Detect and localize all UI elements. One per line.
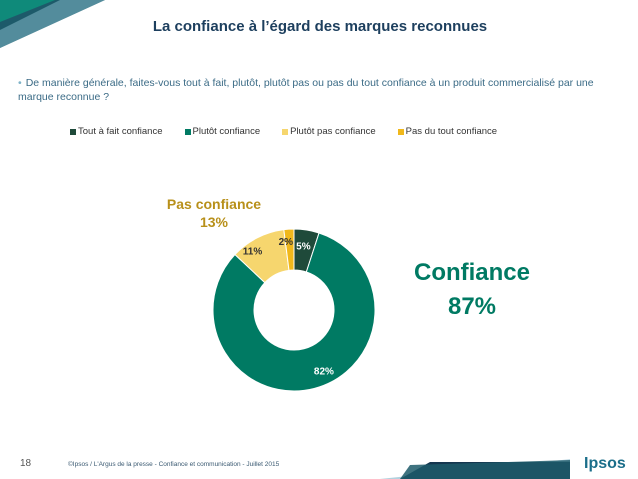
bullet-icon: • xyxy=(18,77,22,89)
confiance-title: Confiance xyxy=(413,259,530,286)
legend-item-pas-du-tout: Pas du tout confiance xyxy=(397,126,498,137)
legend-item-plutot-pas: Plutôt pas confiance xyxy=(282,126,376,137)
legend-item-tout-a-fait: Tout à fait confiance xyxy=(70,126,163,137)
legend-swatch xyxy=(70,128,76,135)
confiance-value: 87% xyxy=(447,293,497,320)
donut-value-label-2: 11% xyxy=(243,247,263,258)
confiance-group-label: Confiance 87% xyxy=(392,256,552,324)
chart-legend: Tout à fait confiance Plutôt confiance P… xyxy=(70,126,610,137)
donut-value-label-3: 2% xyxy=(279,237,294,248)
legend-swatch xyxy=(184,128,191,135)
legend-label: Plutôt confiance xyxy=(192,126,261,137)
legend-swatch xyxy=(397,128,404,135)
donut-slice-3 xyxy=(283,228,295,271)
legend-item-plutot: Plutôt confiance xyxy=(184,126,261,137)
legend-label: Plutôt pas confiance xyxy=(290,126,376,137)
legend-swatch xyxy=(282,128,289,135)
pas-confiance-value: 13% xyxy=(199,214,229,230)
legend-label: Pas du tout confiance xyxy=(405,126,498,137)
donut-value-label-0: 5% xyxy=(296,241,311,252)
question-text: De manière générale, faites-vous tout à … xyxy=(18,77,594,103)
page-title: La confiance à l’égard des marques recon… xyxy=(152,18,488,35)
footer-source: ©Ipsos / L'Argus de la presse - Confianc… xyxy=(68,461,280,468)
pas-confiance-group-label: Pas confiance 13% xyxy=(150,195,278,231)
pas-confiance-title: Pas confiance xyxy=(166,196,262,212)
page-number: 18 xyxy=(20,458,32,469)
donut-value-label-1: 82% xyxy=(314,367,334,378)
survey-question: • De manière générale, faites-vous tout à… xyxy=(18,76,628,104)
legend-label: Tout à fait confiance xyxy=(78,126,163,137)
ipsos-logo: Ipsos xyxy=(584,455,626,472)
